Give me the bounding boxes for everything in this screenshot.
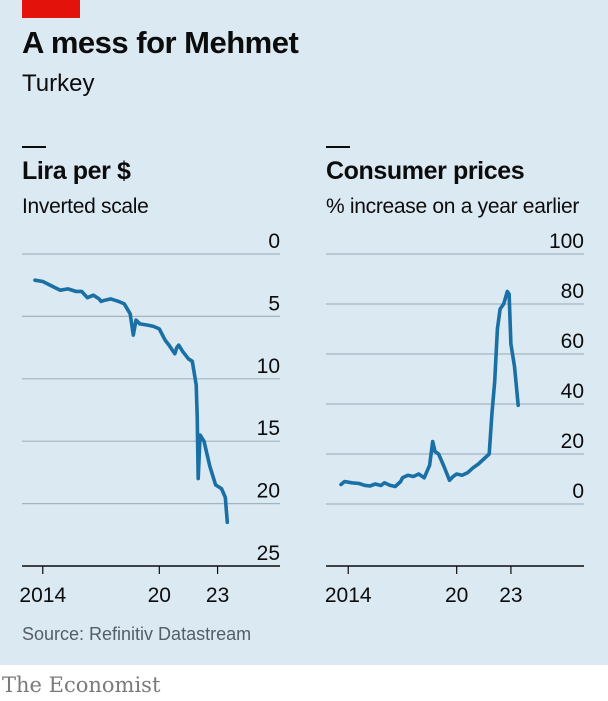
y-tick-label-0-1: 5 — [268, 292, 280, 315]
y-tick-label-1-5: 0 — [572, 480, 584, 503]
y-tick-label-0-4: 20 — [257, 480, 280, 503]
y-tick-label-1-2: 60 — [561, 330, 584, 353]
chart-panel — [0, 0, 608, 665]
x-tick-label-1-2: 23 — [499, 584, 522, 607]
left-panel-subtitle: Inverted scale — [22, 195, 149, 218]
y-tick-label-1-4: 20 — [561, 430, 584, 453]
series-line-1-0 — [339, 289, 521, 489]
y-tick-label-0-2: 10 — [257, 355, 280, 378]
brand-red-tag — [22, 0, 80, 18]
x-tick-label-1-1: 20 — [445, 584, 468, 607]
right-panel-rule — [326, 146, 350, 148]
y-tick-label-1-1: 80 — [561, 280, 584, 303]
right-panel-subtitle: % increase on a year earlier — [326, 195, 580, 218]
source-note: Source: Refinitiv Datastream — [22, 624, 252, 644]
left-panel-rule — [22, 146, 46, 148]
y-tick-label-0-5: 25 — [257, 542, 280, 565]
charts-svg: 0 5 10 15 20 25 2014 20 23 100 80 60 40 20 0 2014 20 23 — [19, 230, 584, 607]
right-panel-title: Consumer prices — [326, 157, 525, 185]
y-tick-label-0-3: 15 — [257, 417, 280, 440]
series-line-0-0 — [33, 278, 230, 525]
x-tick-label-0-2: 23 — [206, 584, 229, 607]
y-tick-label-0-0: 0 — [268, 230, 280, 253]
chart-subtitle: Turkey — [22, 70, 95, 97]
economist-logo: The Economist — [2, 673, 161, 697]
left-panel-title: Lira per $ — [22, 157, 131, 185]
y-tick-label-1-3: 40 — [561, 380, 584, 403]
x-tick-label-1-0: 2014 — [325, 584, 372, 607]
x-tick-label-0-0: 2014 — [19, 584, 66, 607]
y-tick-label-1-0: 100 — [549, 230, 584, 253]
x-tick-label-0-1: 20 — [148, 584, 171, 607]
chart-title: A mess for Mehmet — [22, 25, 299, 60]
